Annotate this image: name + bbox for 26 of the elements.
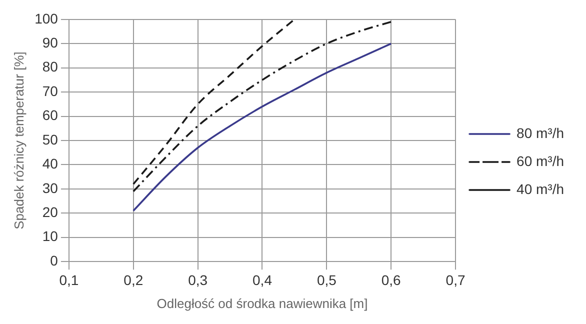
y-tick-label: 20	[42, 204, 58, 220]
y-tick-label: 30	[42, 180, 58, 196]
y-tick-label: 90	[42, 34, 58, 50]
legend-label: 80 m³/h	[516, 124, 564, 141]
line-series	[132, 19, 296, 185]
x-tick-label: 0,5	[316, 272, 337, 288]
x-axis-title: Odległość od środka nawiewnika [m]	[156, 296, 368, 311]
legend-label: 60 m³/h	[516, 152, 564, 169]
y-tick-label: 40	[42, 156, 58, 172]
x-tick-label: 0,4	[252, 272, 272, 288]
line-series	[132, 42, 392, 212]
x-tick-label: 0,2	[124, 272, 144, 288]
x-tick-label: 0,6	[381, 272, 402, 288]
y-tick-label: 50	[42, 131, 58, 148]
x-tick-label: 0,1	[59, 272, 79, 288]
y-tick-label: 70	[42, 82, 58, 99]
y-tick-label: 10	[42, 228, 58, 244]
legend-label: 40 m³/h	[516, 180, 564, 197]
x-tick-label: 0,7	[446, 272, 466, 288]
y-axis-title: Spadek różnicy temperatur [%]	[11, 52, 26, 230]
y-tick-label: 100	[34, 10, 58, 26]
x-tick-label: 0,3	[188, 272, 208, 288]
line-series	[132, 20, 392, 192]
y-tick-label: 0	[50, 252, 58, 268]
y-tick-label: 80	[42, 58, 58, 75]
y-tick-label: 60	[42, 107, 58, 124]
